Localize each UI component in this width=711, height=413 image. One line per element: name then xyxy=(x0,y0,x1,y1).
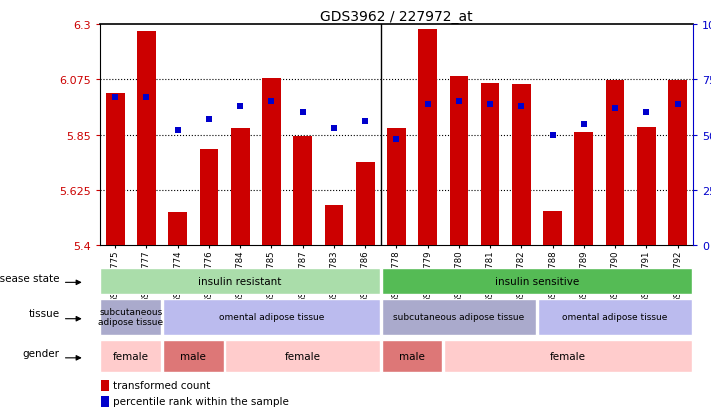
Bar xyxy=(102,396,109,407)
Point xyxy=(172,128,183,134)
Bar xyxy=(637,128,656,246)
Bar xyxy=(163,340,223,373)
Bar xyxy=(449,76,469,246)
Bar xyxy=(574,133,593,246)
Bar xyxy=(100,268,380,294)
Text: tissue: tissue xyxy=(28,308,60,318)
Bar xyxy=(538,299,693,335)
Point xyxy=(266,99,277,105)
Text: insulin resistant: insulin resistant xyxy=(198,276,282,286)
Text: female: female xyxy=(550,351,587,361)
Point xyxy=(141,95,152,101)
Point xyxy=(391,136,402,143)
Bar xyxy=(100,340,161,373)
Bar xyxy=(668,81,687,246)
Bar xyxy=(444,340,693,373)
Point xyxy=(484,101,496,108)
Text: female: female xyxy=(113,351,149,361)
Text: insulin sensitive: insulin sensitive xyxy=(495,276,579,286)
Point xyxy=(547,132,558,139)
Point xyxy=(203,116,215,123)
Bar xyxy=(169,213,187,246)
Point xyxy=(672,101,683,108)
Text: male: male xyxy=(399,351,425,361)
Bar xyxy=(382,340,442,373)
Bar xyxy=(231,129,250,246)
Point xyxy=(641,110,652,116)
Point xyxy=(360,119,371,125)
Text: female: female xyxy=(284,351,321,361)
Bar xyxy=(543,211,562,246)
Point xyxy=(109,95,121,101)
Text: subcutaneous adipose tissue: subcutaneous adipose tissue xyxy=(393,313,525,321)
Bar xyxy=(387,129,406,246)
Bar xyxy=(293,136,312,246)
Bar xyxy=(163,299,380,335)
Bar xyxy=(324,205,343,246)
Bar xyxy=(137,32,156,246)
Point xyxy=(235,103,246,110)
Text: omental adipose tissue: omental adipose tissue xyxy=(562,313,668,321)
Bar xyxy=(102,380,109,391)
Text: transformed count: transformed count xyxy=(113,380,210,390)
Bar xyxy=(512,85,530,246)
Bar xyxy=(262,79,281,246)
Bar xyxy=(382,268,693,294)
Point xyxy=(609,105,621,112)
Bar xyxy=(106,93,124,246)
Bar xyxy=(225,340,380,373)
Point xyxy=(422,101,433,108)
Bar xyxy=(481,84,500,246)
Text: omental adipose tissue: omental adipose tissue xyxy=(219,313,324,321)
Bar xyxy=(382,299,536,335)
Point xyxy=(297,110,309,116)
Bar xyxy=(356,162,375,246)
Text: male: male xyxy=(181,351,206,361)
Text: disease state: disease state xyxy=(0,273,60,283)
Bar xyxy=(606,81,624,246)
Bar xyxy=(418,30,437,246)
Bar xyxy=(200,150,218,246)
Title: GDS3962 / 227972_at: GDS3962 / 227972_at xyxy=(320,10,473,24)
Point xyxy=(578,121,589,128)
Point xyxy=(328,125,340,132)
Text: gender: gender xyxy=(23,348,60,358)
Text: subcutaneous
adipose tissue: subcutaneous adipose tissue xyxy=(98,307,164,327)
Point xyxy=(515,103,527,110)
Text: percentile rank within the sample: percentile rank within the sample xyxy=(113,396,289,406)
Bar xyxy=(100,299,161,335)
Point xyxy=(453,99,464,105)
